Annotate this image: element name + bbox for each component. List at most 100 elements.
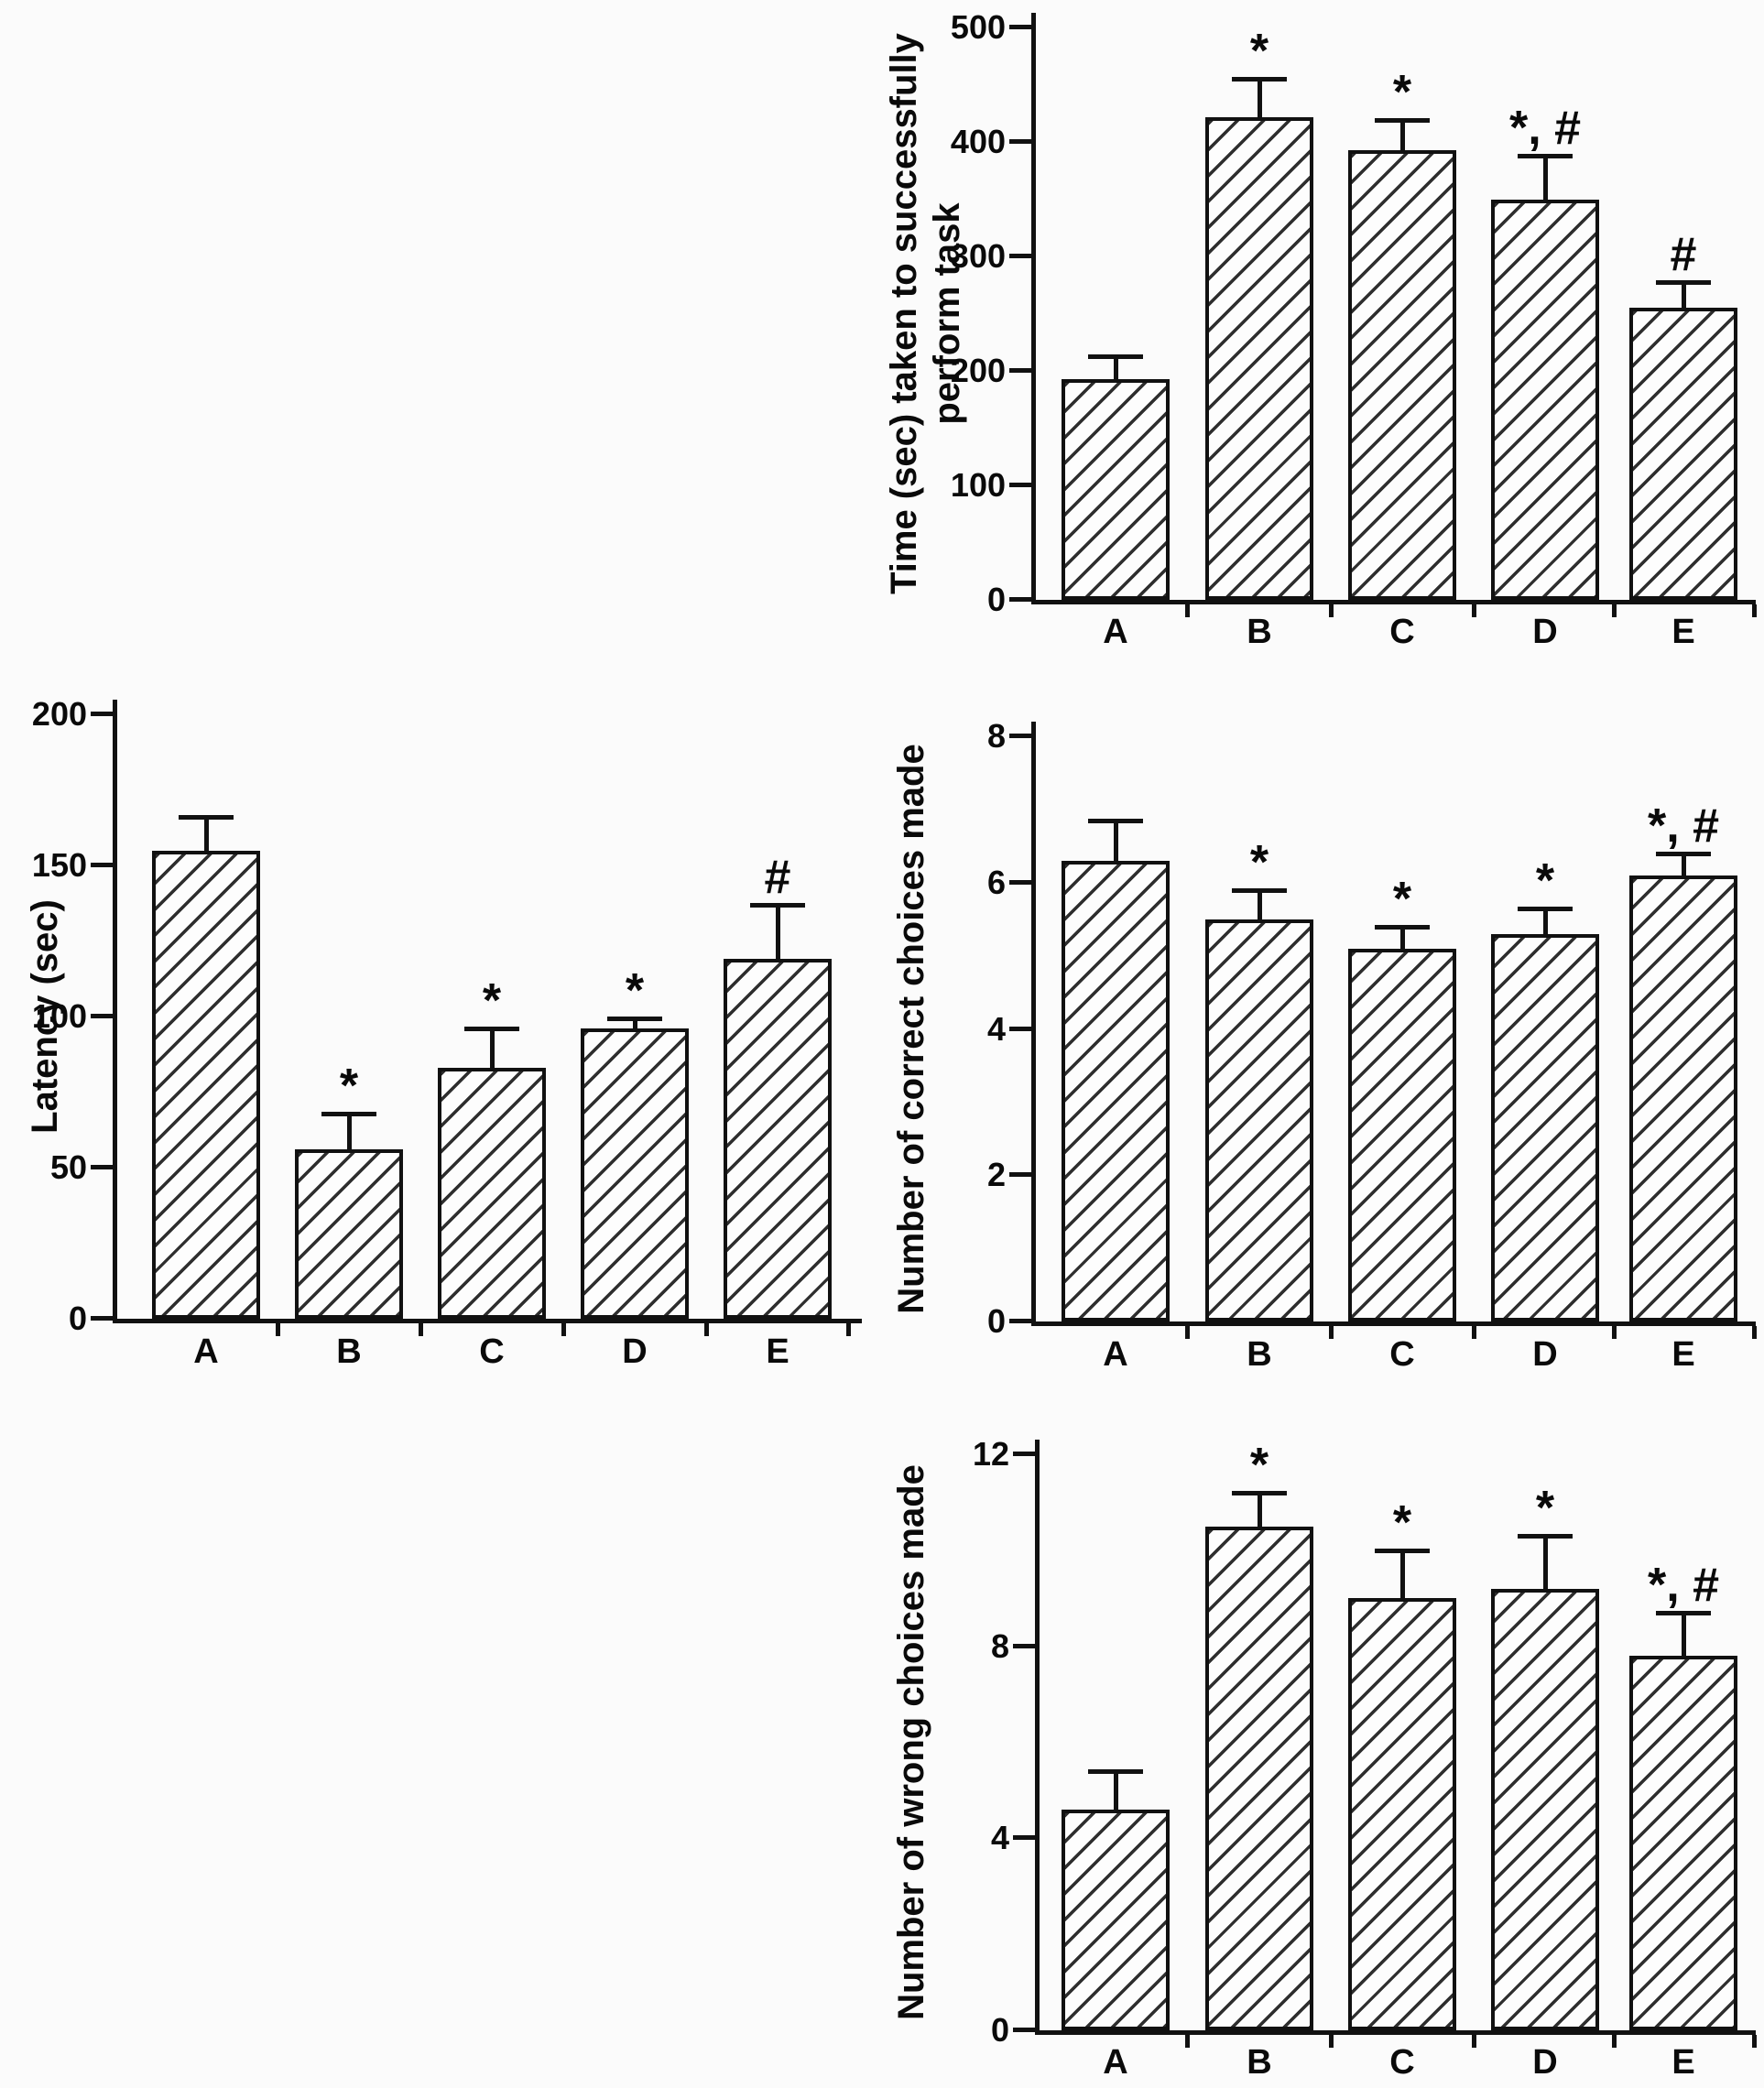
y-tick-mark bbox=[91, 1316, 115, 1321]
category-label-A: A bbox=[1103, 1335, 1128, 1374]
significance-marker: * bbox=[1392, 1495, 1412, 1550]
x-tick-mark bbox=[1471, 2035, 1476, 2048]
y-tick-mark bbox=[1013, 2028, 1038, 2032]
y-axis-label-line: Time (sec) taken to successfully bbox=[884, 33, 924, 594]
y-tick-label: 200 bbox=[950, 352, 1006, 389]
bar-E bbox=[724, 959, 832, 1319]
category-label-C: C bbox=[479, 1332, 505, 1371]
chart-time-to-perform-task: Time (sec) taken to successfully perform … bbox=[870, 0, 1764, 680]
category-label-E: E bbox=[1671, 1335, 1695, 1374]
error-bar-cap bbox=[1375, 924, 1430, 930]
category-label-D: D bbox=[622, 1332, 648, 1371]
y-tick-mark bbox=[1009, 879, 1034, 885]
category-label-B: B bbox=[1247, 613, 1272, 651]
category-label-B: B bbox=[336, 1332, 362, 1371]
bar-A bbox=[152, 850, 260, 1319]
x-axis bbox=[1031, 1321, 1756, 1326]
category-label-A: A bbox=[193, 1332, 219, 1371]
bar-A bbox=[1062, 378, 1170, 600]
error-bar-cap bbox=[321, 1111, 376, 1116]
significance-marker: # bbox=[764, 850, 791, 904]
error-bar-stem bbox=[1681, 853, 1686, 881]
category-label-A: A bbox=[1103, 613, 1128, 651]
x-tick-mark bbox=[1328, 2035, 1334, 2048]
category-label-E: E bbox=[1671, 613, 1695, 651]
bar-B bbox=[1205, 116, 1313, 600]
significance-marker: *, # bbox=[1647, 1558, 1720, 1612]
error-bar-stem bbox=[1399, 120, 1405, 156]
bar-C bbox=[438, 1068, 546, 1319]
bar-B bbox=[1205, 1526, 1313, 2030]
error-bar-stem bbox=[1399, 1550, 1405, 1604]
x-tick-mark bbox=[1612, 2035, 1617, 2048]
x-tick-mark bbox=[1471, 604, 1476, 617]
error-bar-cap bbox=[1656, 851, 1711, 856]
y-tick-mark bbox=[1009, 368, 1034, 373]
y-tick-label: 200 bbox=[31, 695, 87, 733]
error-bar-stem bbox=[1257, 889, 1262, 925]
error-bar-cap bbox=[1518, 906, 1573, 911]
category-label-C: C bbox=[1389, 1335, 1415, 1374]
error-bar-cap bbox=[179, 815, 234, 821]
error-bar-stem bbox=[1399, 926, 1405, 954]
x-tick-mark bbox=[1185, 2035, 1190, 2048]
error-bar-cap bbox=[1656, 1610, 1711, 1615]
bar-A bbox=[1062, 1809, 1170, 2030]
y-tick-mark bbox=[1009, 597, 1034, 602]
y-tick-mark bbox=[91, 1165, 115, 1169]
error-bar-stem bbox=[1542, 908, 1548, 940]
error-bar-cap bbox=[1656, 279, 1711, 285]
x-tick-mark bbox=[561, 1323, 566, 1336]
y-tick-label: 0 bbox=[986, 581, 1006, 618]
x-tick-mark bbox=[1752, 604, 1757, 617]
error-bar-cap bbox=[1232, 1490, 1287, 1495]
error-bar-stem bbox=[489, 1028, 495, 1074]
error-bar-cap bbox=[607, 1016, 662, 1021]
error-bar-cap bbox=[1232, 887, 1287, 893]
chart-wrong-choices: Number of wrong choices made 0 4 8 12 A * B * C * D… bbox=[870, 1392, 1764, 2088]
significance-marker: *, # bbox=[1508, 102, 1582, 155]
bar-B bbox=[295, 1149, 403, 1319]
y-axis-label: Number of wrong choices made bbox=[890, 1454, 933, 2030]
error-bar-cap bbox=[1518, 1534, 1573, 1539]
y-tick-label: 0 bbox=[986, 1302, 1006, 1340]
y-tick-label: 8 bbox=[990, 1626, 1009, 1665]
error-bar-stem bbox=[1113, 355, 1118, 385]
y-axis-label-line: Number of wrong choices made bbox=[891, 1464, 931, 2020]
y-tick-mark bbox=[91, 1014, 115, 1018]
y-tick-mark bbox=[1009, 1026, 1034, 1031]
error-bar-stem bbox=[1542, 1536, 1548, 1594]
error-bar-stem bbox=[1681, 1612, 1686, 1662]
y-tick-mark bbox=[1009, 483, 1034, 487]
significance-marker: # bbox=[1670, 227, 1697, 281]
bar-A bbox=[1062, 860, 1170, 1321]
y-tick-label: 0 bbox=[990, 2011, 1009, 2049]
error-bar-cap bbox=[1375, 1548, 1430, 1553]
significance-marker: * bbox=[1249, 835, 1269, 889]
y-axis-label-line: perform task bbox=[927, 202, 967, 425]
bar-B bbox=[1205, 919, 1313, 1321]
y-tick-mark bbox=[1009, 1319, 1034, 1323]
significance-marker: * bbox=[1392, 66, 1412, 120]
y-tick-label: 500 bbox=[950, 8, 1006, 46]
x-tick-mark bbox=[1185, 1326, 1190, 1339]
y-tick-label: 400 bbox=[950, 123, 1006, 160]
x-tick-mark bbox=[1612, 1326, 1617, 1339]
significance-marker: * bbox=[1535, 1482, 1555, 1536]
y-axis bbox=[1031, 722, 1036, 1326]
error-bar-stem bbox=[1257, 1492, 1262, 1532]
y-tick-mark bbox=[1009, 734, 1034, 738]
x-tick-mark bbox=[1185, 604, 1190, 617]
error-bar-cap bbox=[1375, 118, 1430, 124]
category-label-C: C bbox=[1389, 2043, 1415, 2082]
error-bar-stem bbox=[1257, 79, 1262, 123]
y-tick-mark bbox=[1009, 254, 1034, 258]
x-tick-mark bbox=[1471, 1326, 1476, 1339]
y-tick-mark bbox=[91, 863, 115, 867]
y-tick-label: 300 bbox=[950, 237, 1006, 275]
y-tick-label: 100 bbox=[950, 466, 1006, 504]
category-label-E: E bbox=[766, 1332, 789, 1371]
y-axis bbox=[1031, 13, 1036, 604]
error-bar-stem bbox=[775, 904, 780, 965]
bar-E bbox=[1629, 875, 1737, 1321]
